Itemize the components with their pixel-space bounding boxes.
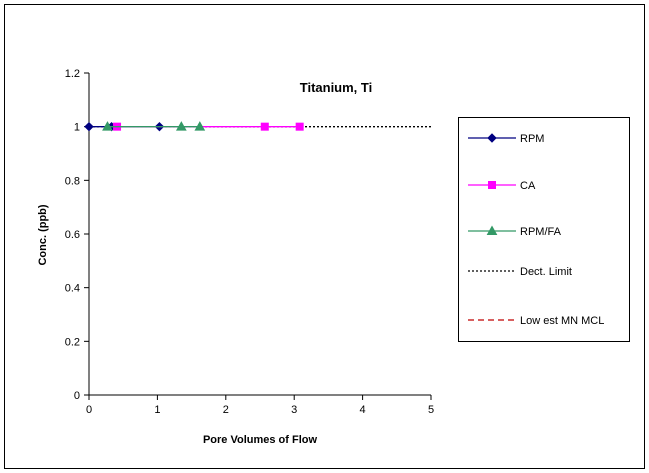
legend-label-low-est-mn-mcl: Low est MN MCL [520, 315, 604, 327]
x-axis: 0 1 2 3 4 5 [86, 394, 434, 416]
y-tick-label: 0.8 [65, 175, 80, 187]
y-tick-label: 0.4 [65, 283, 80, 295]
legend-box [458, 117, 630, 342]
legend-label-rpm-fa: RPM/FA [520, 226, 562, 238]
data-point-rpm [84, 121, 94, 132]
y-tick-label: 1.2 [65, 68, 80, 80]
x-tick-label: 3 [291, 404, 297, 416]
y-tick-label: 0.6 [65, 229, 80, 241]
legend-marker-rpm [487, 133, 497, 143]
y-tick-label: 1 [74, 122, 80, 134]
x-tick-label: 0 [86, 404, 92, 416]
legend: RPM CA RPM/FA Dect. Limit Low est MN MCL [458, 117, 630, 342]
data-point-rpm-fa [102, 121, 113, 131]
y-tick-label: 0.2 [65, 336, 80, 348]
x-tick-label: 1 [154, 404, 160, 416]
x-tick-label: 5 [428, 404, 434, 416]
chart-title: Titanium, Ti [300, 80, 372, 95]
series-layer [84, 121, 431, 132]
x-tick-label: 2 [223, 404, 229, 416]
x-tick-label: 4 [360, 404, 366, 416]
legend-label-ca: CA [520, 180, 536, 192]
legend-marker-rpm-fa [486, 225, 498, 235]
y-axis-label: Conc. (ppb) [37, 204, 49, 265]
x-axis-label: Pore Volumes of Flow [203, 434, 318, 446]
legend-marker-ca [488, 181, 496, 189]
data-point-ca [295, 122, 304, 131]
y-tick-label: 0 [74, 390, 80, 402]
legend-label-dect-limit: Dect. Limit [520, 266, 572, 278]
data-point-rpm-fa [194, 121, 206, 131]
legend-label-rpm: RPM [520, 133, 544, 145]
data-point-rpm-fa [175, 121, 187, 131]
data-point-ca [260, 122, 269, 131]
